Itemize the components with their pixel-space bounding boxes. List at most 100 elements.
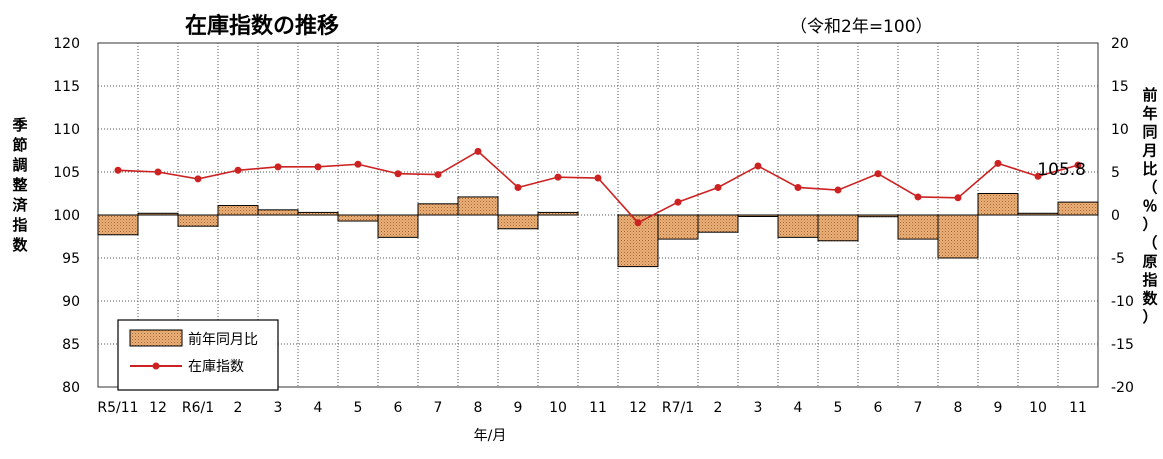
y-tick-left: 95 xyxy=(62,251,80,267)
x-tick-label: R7/1 xyxy=(662,400,694,416)
bar xyxy=(97,214,139,236)
line-point xyxy=(834,186,842,194)
x-tick-label: 8 xyxy=(474,400,483,416)
x-tick-label: R5/11 xyxy=(97,400,138,416)
line-point xyxy=(114,166,122,174)
y-tick-right: 5 xyxy=(1111,165,1120,181)
line-point xyxy=(634,219,642,227)
x-tick-label: R6/1 xyxy=(182,400,214,416)
x-tick-label: 5 xyxy=(354,400,363,416)
legend-line-marker xyxy=(152,362,160,370)
axis-label-char: 節 xyxy=(12,136,27,154)
axis-label-char: 数 xyxy=(1142,290,1158,308)
y-tick-left: 85 xyxy=(62,337,80,353)
line-point xyxy=(754,162,762,170)
y-tick-left: 110 xyxy=(53,122,80,138)
line-point xyxy=(314,163,322,171)
line-point xyxy=(874,170,882,178)
line-point xyxy=(674,198,682,206)
axis-label-char: 原 xyxy=(1142,253,1157,271)
line-point xyxy=(994,159,1002,167)
bar xyxy=(937,214,979,259)
axis-label-char: 指 xyxy=(12,216,27,234)
y-tick-left: 105 xyxy=(53,165,80,181)
x-tick-label: 3 xyxy=(754,400,763,416)
left-axis-ticks: 120 115 110 105 100 95 90 85 80 xyxy=(53,36,80,396)
bar xyxy=(297,211,339,216)
y-tick-right: -20 xyxy=(1111,380,1134,396)
bar xyxy=(257,209,299,216)
y-tick-right: 10 xyxy=(1111,122,1129,138)
line-series xyxy=(114,147,1082,227)
bar xyxy=(777,214,819,238)
axis-label-char: 調 xyxy=(12,156,27,174)
chart-title: 在庫指数の推移 xyxy=(185,13,339,39)
x-tick-label: 10 xyxy=(1029,400,1047,416)
axis-label-char: 比 xyxy=(1142,160,1157,178)
annotations: 105.8 xyxy=(1037,160,1086,180)
bar xyxy=(457,196,499,216)
bar xyxy=(817,214,859,242)
bar xyxy=(1017,212,1059,216)
axis-label-char: 数 xyxy=(12,236,28,254)
bar xyxy=(217,205,259,216)
y-tick-left: 80 xyxy=(62,380,80,396)
line-point xyxy=(714,183,722,191)
data-label: 105.8 xyxy=(1037,160,1086,180)
bar xyxy=(977,193,1019,216)
bar xyxy=(377,214,419,238)
axis-label-char: 年 xyxy=(1142,105,1157,123)
x-axis-label: 年/月 xyxy=(474,428,507,444)
x-tick-label: 11 xyxy=(589,400,607,416)
legend-line-label: 在庫指数 xyxy=(188,358,244,375)
y-tick-left: 100 xyxy=(53,208,80,224)
line-point xyxy=(954,194,962,202)
x-tick-label: 6 xyxy=(874,400,883,416)
bar xyxy=(497,214,539,230)
y-tick-left: 90 xyxy=(62,294,80,310)
x-tick-label: 7 xyxy=(914,400,923,416)
x-axis-ticks: R5/11 12 R6/1 2 3 4 5 6 7 8 9 10 11 12 R7/1 2 3 4 5 6 7 8 9 10 1… xyxy=(97,400,1087,416)
y-tick-left: 120 xyxy=(53,36,80,52)
legend-bar-swatch xyxy=(129,329,183,347)
bar xyxy=(137,212,179,216)
x-tick-label: 11 xyxy=(1069,400,1087,416)
bar xyxy=(737,214,779,217)
line-point xyxy=(1034,172,1042,180)
axis-label-char: 同 xyxy=(1142,123,1157,141)
line-point xyxy=(274,163,282,171)
legend: 前年同月比 在庫指数 xyxy=(117,319,279,391)
axis-label-char: 指 xyxy=(1142,271,1157,289)
y-tick-right: 15 xyxy=(1111,79,1129,95)
x-tick-label: 5 xyxy=(834,400,843,416)
axis-label-char: 前 xyxy=(1142,86,1157,104)
x-tick-label: 9 xyxy=(994,400,1003,416)
y-axis-label-right: 前年同月比（％）（原指数） xyxy=(1141,86,1158,326)
y-axis-label-left: 季節調整済指数 xyxy=(12,116,28,254)
bar xyxy=(417,203,459,216)
x-tick-label: 4 xyxy=(314,400,323,416)
line-point xyxy=(554,173,562,181)
line-point xyxy=(794,183,802,191)
x-tick-label: 6 xyxy=(394,400,403,416)
line-point xyxy=(594,174,602,182)
line-point xyxy=(434,171,442,179)
x-tick-label: 12 xyxy=(629,400,647,416)
chart-subtitle: （令和2年=100） xyxy=(790,17,933,37)
line-point xyxy=(914,193,922,201)
line-point xyxy=(394,170,402,178)
line-point xyxy=(194,175,202,183)
line-point xyxy=(354,160,362,168)
bar xyxy=(337,214,379,222)
x-tick-label: 4 xyxy=(794,400,803,416)
line-point xyxy=(474,147,482,155)
axis-label-char: （ xyxy=(1142,234,1157,252)
x-tick-label: 9 xyxy=(514,400,523,416)
x-tick-label: 2 xyxy=(234,400,243,416)
bar xyxy=(537,211,579,216)
y-tick-right: -10 xyxy=(1111,294,1134,310)
line-point xyxy=(234,166,242,174)
x-tick-label: 3 xyxy=(274,400,283,416)
